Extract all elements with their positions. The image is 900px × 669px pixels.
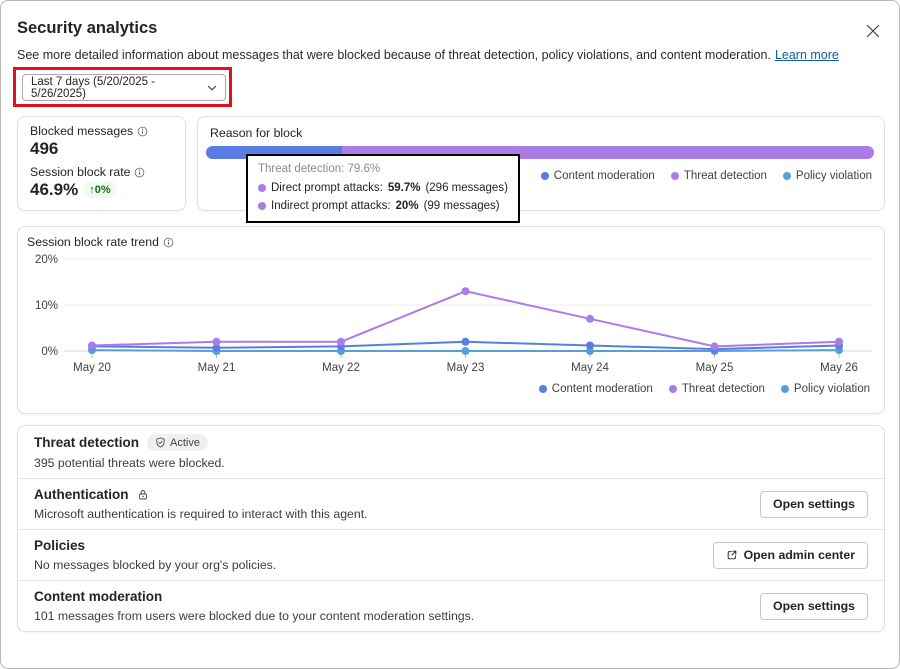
reason-for-block-title: Reason for block xyxy=(210,126,303,140)
blocked-messages-label: Blocked messages xyxy=(30,124,134,138)
trend-chart-svg: 0% 10% 20% May 20 May 21 May 22 May 23 May 24 Ma… xyxy=(35,254,872,374)
content-moderation-open-settings-button[interactable]: Open settings xyxy=(760,592,868,620)
button-label: Open settings xyxy=(773,497,855,511)
tooltip-dot xyxy=(258,184,266,192)
policies-body: No messages blocked by your org's polici… xyxy=(34,558,277,572)
date-range-value: Last 7 days (5/20/2025 - 5/26/2025) xyxy=(31,75,156,100)
legend-dot xyxy=(668,385,677,393)
policies-title: Policies xyxy=(34,538,86,553)
tooltip-dot xyxy=(258,202,266,210)
learn-more-link[interactable]: Learn more xyxy=(774,48,839,62)
legend-dot xyxy=(782,172,791,180)
legend-dot xyxy=(538,385,547,393)
legend-item-policy-violation[interactable]: Policy violation xyxy=(782,170,872,182)
blocked-messages-card: Blocked messages 496 Session block rate … xyxy=(17,116,186,211)
svg-text:May 25: May 25 xyxy=(696,362,734,374)
trend-legend: Content moderation Threat detection Poli… xyxy=(538,383,870,395)
threat-detection-body: 395 potential threats were blocked. xyxy=(34,456,225,470)
threat-detection-title: Threat detection xyxy=(34,435,140,450)
open-admin-center-button[interactable]: Open admin center xyxy=(712,541,868,569)
close-icon xyxy=(866,24,880,38)
active-status-badge: Active xyxy=(147,434,208,451)
arrow-up-icon: ↑ xyxy=(89,183,95,196)
tooltip-value: 59.7% xyxy=(387,182,421,194)
reason-legend: Content moderation Threat detection Poli… xyxy=(540,170,872,182)
legend-dot xyxy=(540,172,549,180)
legend-label: Threat detection xyxy=(683,170,767,182)
legend-dot xyxy=(780,385,789,393)
legend-dot xyxy=(670,172,679,180)
legend-label: Content moderation xyxy=(551,383,653,395)
tooltip-label: Direct prompt attacks: xyxy=(271,182,383,194)
info-icon[interactable] xyxy=(134,167,145,178)
authentication-title: Authentication xyxy=(34,487,129,502)
svg-text:May 22: May 22 xyxy=(322,362,360,374)
svg-text:May 23: May 23 xyxy=(447,362,485,374)
close-button[interactable] xyxy=(863,21,883,41)
svg-text:20%: 20% xyxy=(35,254,58,266)
svg-text:0%: 0% xyxy=(41,346,58,358)
authentication-open-settings-button[interactable]: Open settings xyxy=(760,490,868,518)
authentication-body: Microsoft authentication is required to … xyxy=(34,507,368,521)
svg-text:May 26: May 26 xyxy=(820,362,858,374)
legend-item-content-moderation[interactable]: Content moderation xyxy=(540,170,655,182)
content-moderation-title: Content moderation xyxy=(34,589,163,604)
shield-check-icon xyxy=(155,437,166,448)
tooltip-value: 20% xyxy=(395,200,419,212)
section-content-moderation: Content moderation 101 messages from use… xyxy=(18,580,884,631)
legend-item-threat-detection[interactable]: Threat detection xyxy=(670,170,767,182)
session-block-rate-value: 46.9% xyxy=(30,180,79,199)
trend-delta-badge: ↑ 0% xyxy=(84,181,116,198)
legend-label: Threat detection xyxy=(681,383,765,395)
external-link-icon xyxy=(726,549,738,561)
tooltip-label: Indirect prompt attacks: xyxy=(271,200,391,212)
active-badge-label: Active xyxy=(170,436,200,449)
tooltip-title: Threat detection: 79.6% xyxy=(258,163,381,175)
content-moderation-body: 101 messages from users were blocked due… xyxy=(34,609,475,623)
legend-item-content-moderation[interactable]: Content moderation xyxy=(538,383,653,395)
button-label: Open settings xyxy=(773,599,855,613)
legend-item-threat-detection[interactable]: Threat detection xyxy=(668,383,765,395)
tooltip-suffix: (296 messages) xyxy=(425,182,508,194)
section-threat-detection: Threat detection Active 395 potential th… xyxy=(18,426,884,478)
session-block-rate-trend-card: Session block rate trend 0% 10% 20% May 20 M… xyxy=(17,226,885,414)
blocked-messages-value: 496 xyxy=(30,139,59,158)
session-block-rate-label: Session block rate xyxy=(30,165,131,179)
legend-label: Content moderation xyxy=(553,170,655,182)
security-settings-card: Threat detection Active 395 potential th… xyxy=(17,425,885,632)
bar-tooltip: Threat detection: 79.6% Direct prompt at… xyxy=(246,154,520,223)
info-icon[interactable] xyxy=(163,237,174,248)
lock-icon xyxy=(137,489,149,501)
chevron-down-icon xyxy=(206,82,218,94)
section-policies: Policies No messages blocked by your org… xyxy=(18,529,884,580)
tooltip-row-direct: Direct prompt attacks: 59.7% (296 messag… xyxy=(258,182,508,194)
info-icon[interactable] xyxy=(137,126,148,137)
button-label: Open admin center xyxy=(743,548,855,562)
section-authentication: Authentication Microsoft authentication … xyxy=(18,478,884,529)
description-text: See more detailed information about mess… xyxy=(17,48,771,62)
trend-chart-title: Session block rate trend xyxy=(27,235,159,249)
tooltip-row-indirect: Indirect prompt attacks: 20% (99 message… xyxy=(258,200,508,212)
svg-text:May 24: May 24 xyxy=(571,362,609,374)
svg-text:May 20: May 20 xyxy=(73,362,111,374)
svg-text:May 21: May 21 xyxy=(198,362,236,374)
page-description: See more detailed information about mess… xyxy=(17,48,877,62)
svg-text:10%: 10% xyxy=(35,300,58,312)
date-range-dropdown[interactable]: Last 7 days (5/20/2025 - 5/26/2025) xyxy=(22,74,226,101)
tooltip-suffix: (99 messages) xyxy=(423,200,500,212)
legend-item-policy-violation[interactable]: Policy violation xyxy=(780,383,870,395)
trend-delta-value: 0% xyxy=(94,183,111,196)
page-title: Security analytics xyxy=(17,19,158,37)
legend-label: Policy violation xyxy=(795,170,872,182)
legend-label: Policy violation xyxy=(793,383,870,395)
